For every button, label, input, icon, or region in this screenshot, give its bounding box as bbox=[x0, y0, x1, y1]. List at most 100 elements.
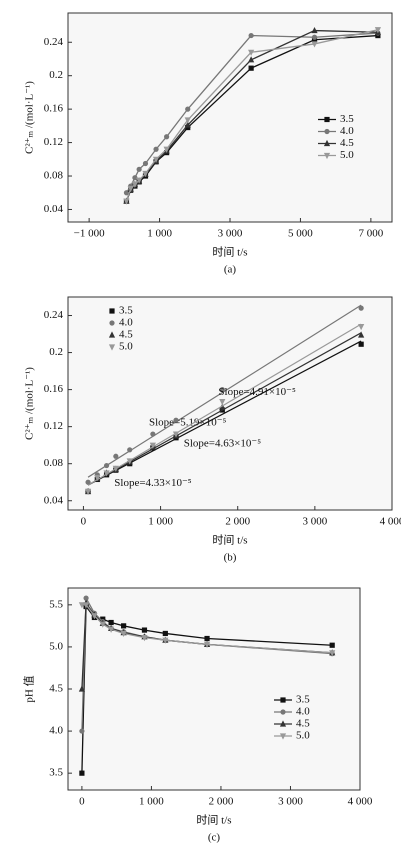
data-point bbox=[84, 488, 92, 496]
legend-marker bbox=[323, 139, 331, 147]
data-point bbox=[94, 474, 101, 482]
plot-area bbox=[67, 587, 361, 791]
y-tick-label: 0.2 bbox=[49, 346, 63, 358]
data-point bbox=[85, 479, 91, 485]
y-tick-label: 0.08 bbox=[44, 457, 64, 469]
panel: −1 000 1 000 3 000 5 000 7 000 0.04 0.08 0.12 0.… bbox=[24, 12, 393, 276]
legend-label: 4.5 bbox=[340, 137, 354, 149]
data-point bbox=[248, 49, 255, 56]
data-point bbox=[142, 160, 149, 167]
plot-area bbox=[67, 296, 393, 511]
data-point bbox=[248, 56, 255, 63]
legend-marker bbox=[323, 152, 331, 160]
data-point bbox=[219, 387, 225, 393]
data-point bbox=[162, 637, 169, 644]
fit-line bbox=[87, 304, 362, 478]
y-tick-label: 0.08 bbox=[44, 170, 64, 182]
data-point bbox=[184, 121, 191, 128]
legend-marker bbox=[109, 320, 115, 326]
fit-annotation: Slope=4.63×10⁻⁵ bbox=[184, 437, 262, 449]
data-point bbox=[248, 32, 254, 39]
panel: 0 1 000 2 000 3 000 4 000 0.04 0.08 0.12 0.16 0.2… bbox=[24, 296, 401, 564]
data-point bbox=[185, 106, 191, 112]
x-tick-label: 7 000 bbox=[358, 228, 383, 240]
caption: (a) bbox=[224, 264, 237, 276]
data-point bbox=[149, 442, 156, 449]
fit-annotation: Slope=4.33×10⁻⁵ bbox=[114, 477, 192, 489]
caption: (b) bbox=[224, 552, 237, 564]
data-point bbox=[358, 324, 365, 331]
x-axis-label: 时间 t/s bbox=[196, 814, 231, 827]
data-point bbox=[203, 641, 211, 648]
data-point bbox=[103, 470, 110, 477]
data-point bbox=[153, 146, 159, 152]
data-point bbox=[79, 770, 85, 776]
legend-label: 5.0 bbox=[340, 149, 354, 161]
data-point bbox=[91, 613, 98, 620]
legend-marker bbox=[279, 720, 287, 727]
legend-label: 4.5 bbox=[296, 718, 310, 730]
y-tick-label: 3.5 bbox=[49, 767, 63, 779]
y-tick-label: 4.0 bbox=[49, 725, 63, 737]
data-point bbox=[163, 146, 170, 153]
data-point bbox=[108, 619, 114, 626]
data-point bbox=[374, 27, 382, 34]
legend-label: 4.0 bbox=[296, 706, 310, 718]
legend-label: 3.5 bbox=[340, 113, 354, 125]
x-tick-label: 0 bbox=[81, 516, 87, 528]
data-point bbox=[219, 399, 226, 406]
data-point bbox=[173, 417, 179, 423]
data-point bbox=[141, 627, 148, 633]
x-tick-label: 5 000 bbox=[288, 228, 313, 240]
data-point bbox=[311, 34, 318, 40]
x-tick-label: 1 000 bbox=[147, 228, 172, 240]
data-point bbox=[127, 185, 134, 193]
data-point bbox=[164, 134, 170, 140]
y-axis-label: C²⁺ₘ /(mol·L⁻¹) bbox=[24, 81, 36, 154]
series-line bbox=[81, 604, 333, 774]
y-tick-label: 0.04 bbox=[44, 494, 64, 506]
fit-annotation: Slope=4.91×10⁻⁵ bbox=[218, 386, 296, 398]
data-point bbox=[136, 166, 142, 172]
data-point bbox=[103, 462, 110, 469]
x-axis-label: 时间 t/s bbox=[212, 534, 247, 547]
data-point bbox=[136, 177, 143, 184]
fit-line bbox=[87, 340, 362, 486]
y-axis-label: pH 值 bbox=[23, 675, 36, 702]
data-point bbox=[141, 635, 148, 642]
x-tick-label: 4 000 bbox=[348, 796, 373, 808]
data-point bbox=[79, 728, 85, 734]
data-point bbox=[184, 117, 191, 124]
data-point bbox=[113, 453, 119, 459]
series-line bbox=[81, 604, 333, 654]
data-point bbox=[150, 431, 156, 437]
caption: (c) bbox=[208, 832, 221, 844]
legend-label: 4.0 bbox=[340, 125, 354, 137]
x-tick-label: 2 000 bbox=[225, 516, 250, 528]
data-point bbox=[311, 41, 318, 48]
data-point bbox=[123, 190, 130, 196]
legend-marker bbox=[108, 331, 116, 338]
legend-label: 4.5 bbox=[119, 329, 133, 341]
legend-marker bbox=[324, 128, 330, 135]
x-tick-label: −1 000 bbox=[74, 228, 105, 240]
data-point bbox=[248, 65, 254, 71]
data-point bbox=[329, 650, 336, 657]
legend-marker bbox=[109, 308, 115, 314]
y-tick-label: 0.24 bbox=[44, 36, 64, 48]
y-tick-label: 4.5 bbox=[49, 683, 63, 695]
legend-marker bbox=[280, 709, 286, 715]
x-tick-label: 3 000 bbox=[278, 796, 303, 808]
data-point bbox=[142, 170, 149, 178]
data-point bbox=[99, 621, 106, 628]
data-point bbox=[358, 331, 365, 338]
y-tick-label: 0.16 bbox=[44, 383, 64, 395]
data-point bbox=[152, 156, 160, 163]
x-tick-label: 3 000 bbox=[218, 228, 243, 240]
data-point bbox=[162, 630, 168, 637]
legend-label: 5.0 bbox=[119, 341, 133, 353]
data-point bbox=[172, 431, 180, 438]
legend-label: 4.0 bbox=[119, 317, 133, 329]
y-tick-label: 0.2 bbox=[49, 69, 63, 81]
